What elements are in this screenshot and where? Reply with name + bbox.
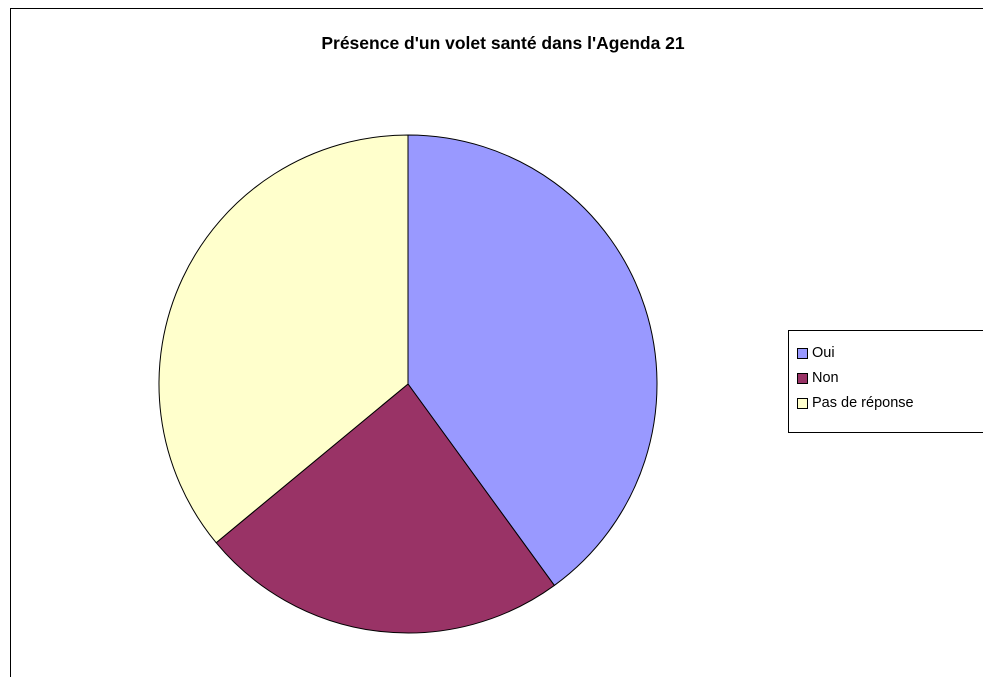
legend-item-non: Non bbox=[797, 369, 839, 387]
legend-item-oui: Oui bbox=[797, 344, 835, 362]
pie-slice-non bbox=[215, 383, 555, 634]
legend-label-oui: Oui bbox=[812, 345, 835, 361]
pie-slice-pas-de-reponse bbox=[158, 134, 409, 544]
legend: Oui Non Pas de réponse bbox=[788, 330, 983, 433]
legend-label-pas-de-reponse: Pas de réponse bbox=[812, 395, 914, 411]
legend-swatch-non bbox=[797, 372, 808, 384]
pie-slice-oui bbox=[407, 134, 658, 586]
legend-item-pas-de-reponse: Pas de réponse bbox=[797, 394, 914, 412]
legend-label-non: Non bbox=[812, 370, 839, 386]
legend-swatch-pas-de-reponse bbox=[797, 397, 808, 409]
legend-swatch-oui bbox=[797, 347, 808, 359]
chart-title: Présence d'un volet santé dans l'Agenda … bbox=[321, 33, 685, 53]
